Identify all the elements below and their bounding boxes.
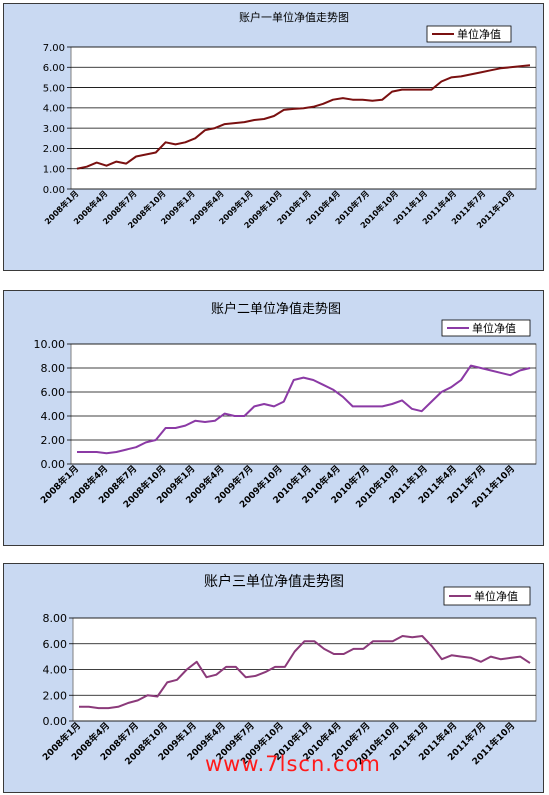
chart-title: 账户二单位净值走势图: [211, 301, 341, 317]
legend-box: [441, 319, 531, 337]
y-tick-label: 6.00: [41, 386, 66, 399]
y-tick-label: 2.00: [41, 434, 66, 447]
series-line: [79, 635, 531, 710]
y-tick-label: 8.00: [43, 612, 68, 625]
y-tick-label: 6.00: [43, 638, 68, 651]
y-tick-label: 7.00: [43, 43, 65, 54]
legend-box: [426, 25, 512, 43]
legend-label: 单位净值: [472, 321, 516, 335]
line-chart-account-3: 账户三单位净值走势图0.002.004.006.008.002008年1月200…: [40, 573, 537, 767]
chart-title: 账户三单位净值走势图: [204, 573, 344, 590]
legend-label: 单位净值: [474, 589, 518, 603]
watermark-text: www.7lscn.com: [205, 752, 381, 776]
line-chart-account-2: 账户二单位净值走势图0.002.004.006.008.0010.002008年…: [34, 301, 537, 510]
y-tick-label: 4.00: [43, 664, 68, 677]
y-tick-label: 3.00: [43, 124, 65, 135]
series-line: [76, 64, 531, 170]
legend-box: [443, 586, 531, 606]
y-tick-label: 0.00: [41, 458, 66, 471]
line-chart-account-1: 账户一单位净值走势图 0.00 1.00 2.00 3.00 4.00 5.00 6.00 7.…: [42, 10, 537, 230]
y-tick-label: 2.00: [43, 689, 68, 702]
y-tick-label: 5.00: [43, 83, 65, 94]
plot-area: [70, 343, 537, 465]
y-tick-label: 0.00: [43, 185, 65, 196]
legend-label: 单位净值: [457, 27, 501, 41]
y-tick-label: 6.00: [43, 63, 65, 74]
chart-panel-account-2: 账户二单位净值走势图 0.00 2.00 4.00 6.00 8.00 10.00 2008年…: [3, 290, 544, 546]
series-line: [77, 364, 531, 455]
y-tick-label: 4.00: [43, 104, 65, 115]
chart-panel-account-1: 账户一单位净值走势图 0.00 1.00 2.00 3.00 4.00 5.00 6.00 7.…: [3, 3, 544, 271]
y-tick-label: 1.00: [43, 165, 65, 176]
y-tick-label: 8.00: [41, 362, 66, 375]
y-tick-label: 2.00: [43, 144, 65, 155]
y-tick-label: 4.00: [41, 410, 66, 423]
y-tick-label: 0.00: [43, 715, 68, 728]
chart-title: 账户一单位净值走势图: [239, 10, 349, 24]
plot-area: [70, 46, 537, 190]
chart-panel-account-3: 账户三单位净值走势图 0.00 2.00 4.00 6.00 8.00 2008年1月 200…: [3, 563, 544, 793]
y-tick-label: 10.00: [34, 338, 66, 351]
